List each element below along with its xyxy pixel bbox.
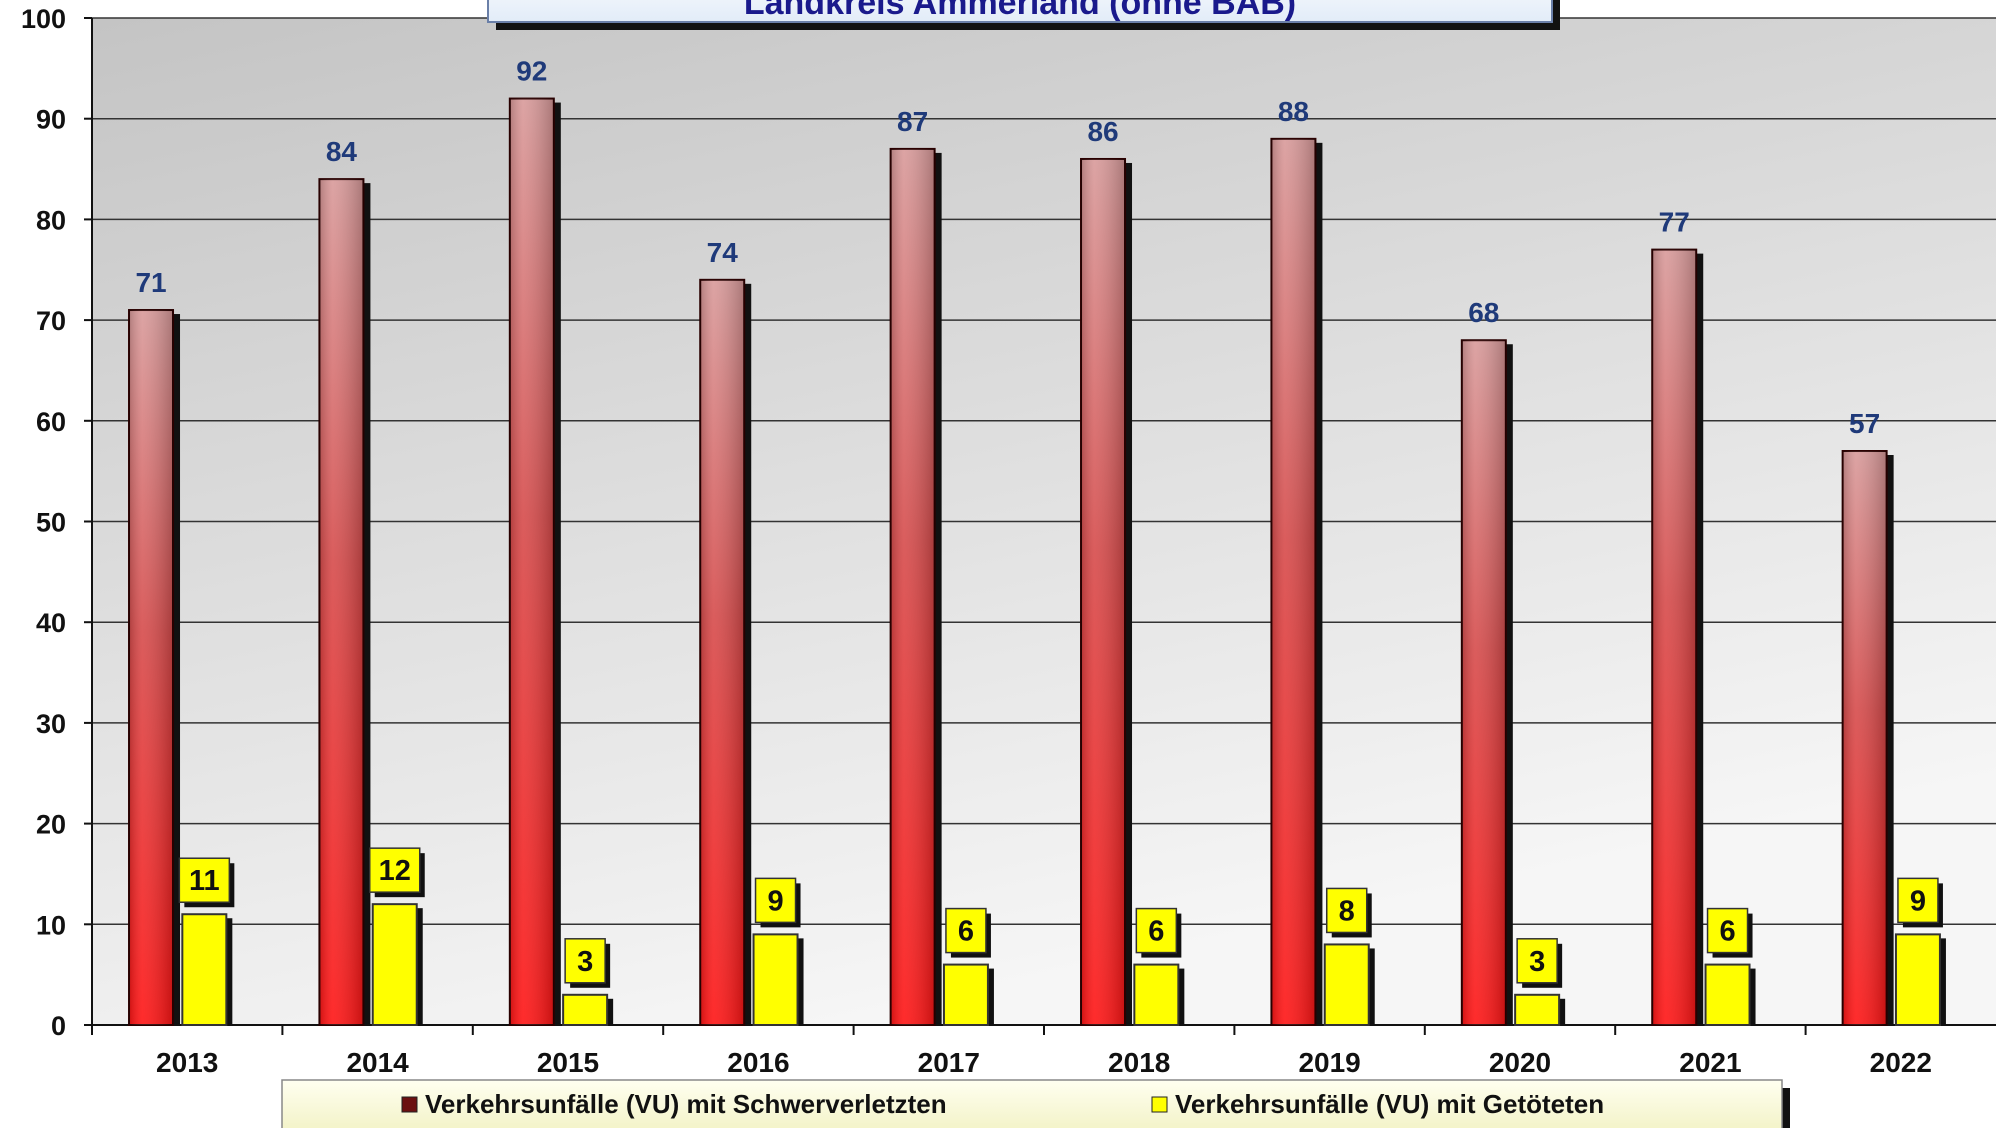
data-label-box	[368, 847, 421, 893]
x-tick-label: 2013	[156, 1047, 218, 1078]
data-label-schwerverletzte: 86	[1087, 116, 1118, 147]
bar-getoetete	[181, 913, 228, 1026]
x-tick-label: 2021	[1679, 1047, 1741, 1078]
data-label-schwerverletzte: 92	[516, 56, 547, 87]
bar-getoetete	[1133, 963, 1180, 1027]
y-axis: 0 10 20 30 40 50 60 70 80 90 100	[21, 4, 93, 1041]
y-tick-label: 10	[36, 910, 66, 940]
data-label-schwerverletzte: 74	[707, 237, 739, 268]
data-label-schwerverletzte: 84	[326, 136, 358, 167]
data-label-box	[564, 938, 606, 984]
data-label-getoetete: 9	[767, 885, 783, 917]
data-label-box	[1897, 877, 1939, 924]
legend: Verkehrsunfälle (VU) mit Schwerverletzte…	[281, 1079, 1790, 1133]
bar-getoetete	[562, 993, 609, 1026]
bar-getoetete	[1704, 963, 1751, 1027]
x-tick-label: 2015	[537, 1047, 599, 1078]
bar-shading	[509, 98, 554, 1025]
data-label-box	[1135, 907, 1178, 954]
data-label-schwerverletzte: 77	[1659, 207, 1690, 238]
x-tick-label: 2018	[1108, 1047, 1170, 1078]
data-label-getoetete: 6	[1148, 916, 1164, 948]
data-label-getoetete: 9	[1910, 885, 1926, 917]
data-label-schwerverletzte: 88	[1278, 96, 1309, 127]
x-tick-label: 2016	[727, 1047, 789, 1078]
bar-getoetete	[1894, 933, 1941, 1026]
y-tick-label: 40	[36, 608, 66, 638]
data-label-box	[1325, 887, 1368, 934]
data-label-schwerverletzte: 57	[1849, 408, 1880, 439]
x-tick-label: 2022	[1870, 1047, 1932, 1078]
bar-getoetete	[1514, 993, 1561, 1026]
bar-shading	[129, 310, 174, 1025]
bar-shading	[319, 179, 364, 1025]
data-label-getoetete: 11	[189, 865, 220, 897]
legend-label-series-1: Verkehrsunfälle (VU) mit Schwerverletzte…	[425, 1089, 947, 1119]
data-label-getoetete: 6	[958, 916, 974, 948]
y-tick-label: 80	[36, 205, 66, 235]
data-label-getoetete: 3	[577, 946, 593, 978]
legend-swatch-series-2	[1151, 1096, 1168, 1113]
x-tick-label: 2020	[1489, 1047, 1551, 1078]
bar-shading	[1271, 138, 1316, 1026]
y-tick-label: 100	[21, 4, 66, 34]
data-label-schwerverletzte: 68	[1468, 297, 1499, 328]
data-label-getoetete: 3	[1529, 946, 1545, 978]
x-tick-label: 2017	[918, 1047, 980, 1078]
bar-shading	[1081, 158, 1126, 1026]
data-label-getoetete: 12	[379, 855, 411, 887]
bar-getoetete	[942, 963, 989, 1027]
legend-swatch-series-1	[401, 1096, 418, 1113]
data-label-box	[1516, 938, 1558, 984]
x-tick-label: 2014	[346, 1047, 409, 1078]
data-label-schwerverletzte: 71	[135, 267, 166, 298]
data-label-box	[945, 907, 987, 954]
bar-shading	[890, 148, 935, 1025]
chart-title-box: Landkreis Ammerland (ohne BAB)	[487, 0, 1560, 30]
y-tick-label: 90	[36, 105, 66, 135]
y-tick-label: 60	[36, 407, 66, 437]
legend-label-series-2: Verkehrsunfälle (VU) mit Getöteten	[1175, 1089, 1604, 1119]
data-label-box	[178, 857, 231, 903]
data-label-schwerverletzte: 87	[897, 106, 928, 137]
bar-getoetete	[752, 933, 799, 1026]
data-label-box	[1706, 907, 1749, 954]
bar-shading	[1652, 249, 1697, 1026]
bar-shading	[700, 279, 745, 1025]
bar-shading	[1461, 340, 1506, 1025]
bar-getoetete	[371, 903, 418, 1026]
bar-getoetete	[1323, 943, 1370, 1026]
bar-shading	[1842, 451, 1887, 1025]
y-tick-label: 0	[51, 1011, 66, 1041]
y-tick-label: 50	[36, 508, 66, 538]
y-tick-label: 30	[36, 709, 66, 739]
chart-title: Landkreis Ammerland (ohne BAB)	[744, 0, 1296, 22]
y-tick-label: 20	[36, 810, 66, 840]
data-label-getoetete: 6	[1719, 916, 1735, 948]
data-label-box	[754, 877, 797, 924]
x-tick-label: 2019	[1298, 1047, 1360, 1078]
x-axis: 2013 2014 2015 2016 2017 2018 2019 2020 2021 2022	[91, 1024, 1996, 1078]
y-tick-label: 70	[36, 306, 66, 336]
data-label-getoetete: 8	[1339, 895, 1355, 927]
